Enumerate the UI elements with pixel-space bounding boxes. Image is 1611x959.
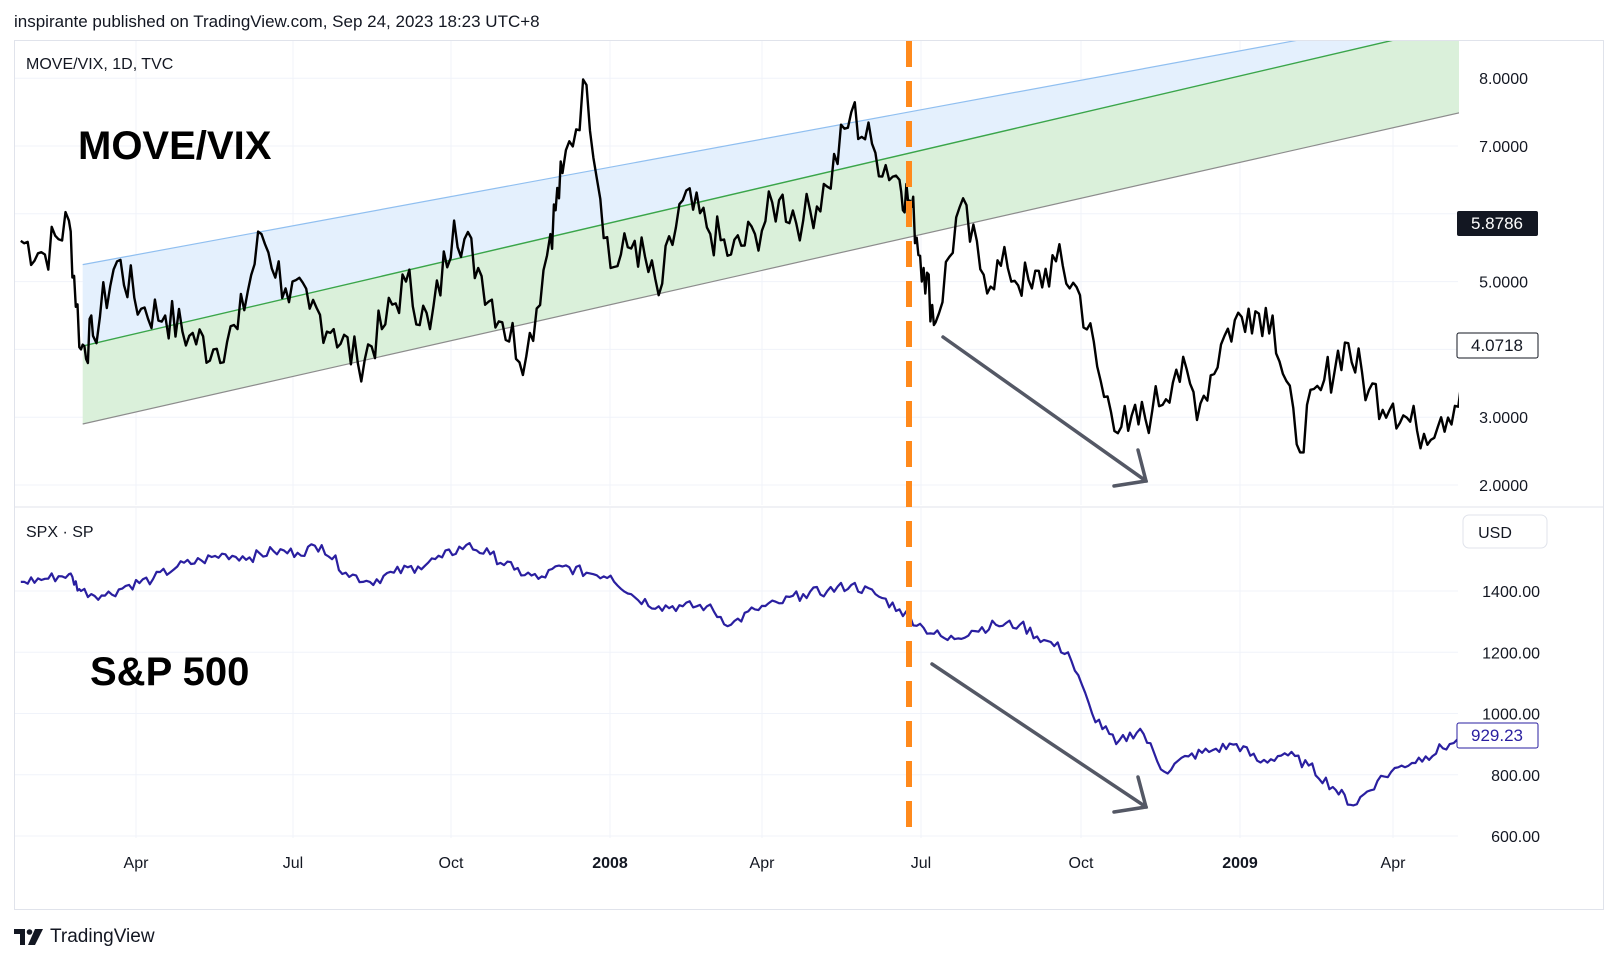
time-axis-tick: 2009 [1222,855,1258,872]
time-axis-tick: Jul [283,855,303,872]
move-vix-y-tick: 5.0000 [1479,275,1528,292]
chart-frame [14,40,1604,910]
spx-y-axis: 1400.00 1200.00 1000.00 800.00 600.00 [1482,584,1540,846]
move-vix-y-axis: 8.0000 7.0000 5.0000 3.0000 2.0000 [1479,71,1528,495]
spx-panel-title: SPX · SP [26,524,94,541]
spx-down-arrow[interactable] [930,662,1149,814]
svg-text:USD: USD [1478,525,1512,542]
svg-text:4.0718: 4.0718 [1471,336,1523,355]
spx-y-tick: 1200.00 [1482,645,1540,662]
spx-y-tick: 1000.00 [1482,707,1540,724]
channel-mid-line[interactable] [82,21,1478,347]
move-vix-y-tick: 7.0000 [1479,139,1528,156]
move-vix-y-tick: 2.0000 [1479,478,1528,495]
time-axis-tick: Jul [911,855,931,872]
move-vix-panel-title: MOVE/VIX, 1D, TVC [26,56,173,73]
time-axis-tick: Apr [750,855,776,872]
spx-plot-area [20,542,1478,807]
last-value-label: 5.8786 [1457,211,1538,236]
time-axis: Apr Jul Oct 2008 Apr Jul Oct 2009 Apr [124,855,1407,872]
move-vix-current-value-label: 4.0718 [1456,332,1539,359]
time-axis-tick: Apr [124,855,150,872]
time-axis-tick: Apr [1381,855,1407,872]
time-axis-tick: Oct [439,855,464,872]
time-axis-tick: 2008 [592,855,628,872]
spx-y-tick: 1400.00 [1482,584,1540,601]
spx-current-value-label: 929.23 [1456,722,1539,749]
move-vix-plot-area [20,7,1478,454]
currency-button[interactable]: USD [1462,514,1548,549]
channel-upper-fill [82,41,1390,347]
spx-annotation: S&P 500 [90,650,249,694]
channel-upper-line[interactable] [82,7,1478,266]
tradingview-logo-icon[interactable] [14,929,44,945]
move-vix-y-tick: 8.0000 [1479,71,1528,88]
svg-text:5.8786: 5.8786 [1471,214,1523,233]
footer: TradingView [14,926,155,948]
trend-arrows[interactable] [930,335,1149,814]
spx-y-tick: 600.00 [1491,829,1540,846]
move-vix-annotation: MOVE/VIX [78,124,272,168]
svg-text:929.23: 929.23 [1471,726,1523,745]
footer-brand: TradingView [50,926,155,947]
move-vix-down-arrow[interactable] [941,335,1149,488]
channel-lower-fill [82,41,1459,424]
publisher-caption: inspirante published on TradingView.com,… [14,12,540,31]
spx-y-tick: 800.00 [1491,768,1540,785]
channel-lower-line[interactable] [82,109,1478,425]
move-vix-series-line[interactable] [20,78,1478,454]
spx-series-line[interactable] [20,542,1478,807]
move-vix-y-tick: 3.0000 [1479,410,1528,427]
time-axis-tick: Oct [1069,855,1094,872]
